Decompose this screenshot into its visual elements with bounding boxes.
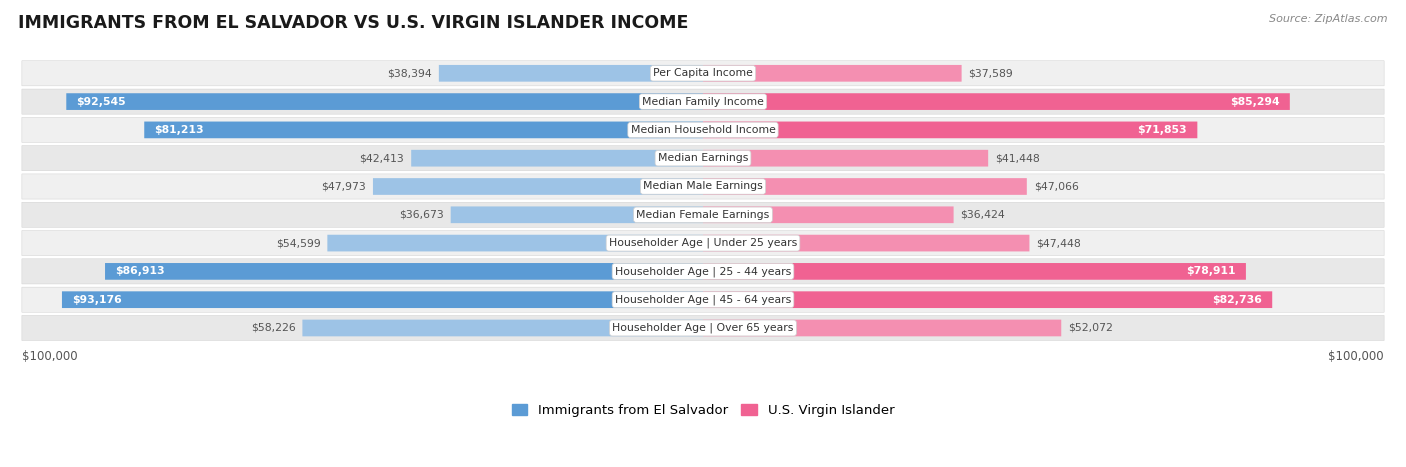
Legend: Immigrants from El Salvador, U.S. Virgin Islander: Immigrants from El Salvador, U.S. Virgin… (506, 398, 900, 422)
FancyBboxPatch shape (22, 61, 1384, 86)
Text: Householder Age | Under 25 years: Householder Age | Under 25 years (609, 238, 797, 248)
FancyBboxPatch shape (703, 65, 962, 82)
Text: Median Household Income: Median Household Income (630, 125, 776, 135)
Text: Median Female Earnings: Median Female Earnings (637, 210, 769, 220)
Text: Median Family Income: Median Family Income (643, 97, 763, 106)
Text: $78,911: $78,911 (1187, 266, 1236, 276)
FancyBboxPatch shape (703, 263, 1246, 280)
Text: $38,394: $38,394 (387, 68, 432, 78)
Text: $81,213: $81,213 (155, 125, 204, 135)
FancyBboxPatch shape (703, 319, 1062, 336)
FancyBboxPatch shape (22, 231, 1384, 255)
Text: $86,913: $86,913 (115, 266, 165, 276)
FancyBboxPatch shape (105, 263, 703, 280)
FancyBboxPatch shape (66, 93, 703, 110)
Text: $100,000: $100,000 (1329, 350, 1384, 363)
Text: $93,176: $93,176 (72, 295, 122, 304)
FancyBboxPatch shape (22, 202, 1384, 227)
FancyBboxPatch shape (22, 287, 1384, 312)
Text: $100,000: $100,000 (22, 350, 77, 363)
Text: Median Male Earnings: Median Male Earnings (643, 182, 763, 191)
FancyBboxPatch shape (22, 315, 1384, 340)
Text: Per Capita Income: Per Capita Income (652, 68, 754, 78)
FancyBboxPatch shape (22, 89, 1384, 114)
Text: $47,448: $47,448 (1036, 238, 1081, 248)
FancyBboxPatch shape (22, 259, 1384, 284)
FancyBboxPatch shape (451, 206, 703, 223)
Text: Source: ZipAtlas.com: Source: ZipAtlas.com (1270, 14, 1388, 24)
FancyBboxPatch shape (703, 150, 988, 167)
Text: Median Earnings: Median Earnings (658, 153, 748, 163)
Text: $36,673: $36,673 (399, 210, 444, 220)
FancyBboxPatch shape (703, 178, 1026, 195)
FancyBboxPatch shape (411, 150, 703, 167)
Text: $85,294: $85,294 (1230, 97, 1279, 106)
Text: $58,226: $58,226 (250, 323, 295, 333)
Text: $92,545: $92,545 (76, 97, 127, 106)
Text: IMMIGRANTS FROM EL SALVADOR VS U.S. VIRGIN ISLANDER INCOME: IMMIGRANTS FROM EL SALVADOR VS U.S. VIRG… (18, 14, 689, 32)
FancyBboxPatch shape (703, 206, 953, 223)
FancyBboxPatch shape (145, 121, 703, 138)
Text: Householder Age | 45 - 64 years: Householder Age | 45 - 64 years (614, 294, 792, 305)
Text: $52,072: $52,072 (1069, 323, 1114, 333)
FancyBboxPatch shape (328, 235, 703, 251)
Text: $71,853: $71,853 (1137, 125, 1187, 135)
Text: $47,973: $47,973 (322, 182, 366, 191)
Text: $82,736: $82,736 (1212, 295, 1263, 304)
FancyBboxPatch shape (373, 178, 703, 195)
FancyBboxPatch shape (439, 65, 703, 82)
FancyBboxPatch shape (22, 117, 1384, 142)
FancyBboxPatch shape (703, 121, 1198, 138)
FancyBboxPatch shape (22, 146, 1384, 171)
Text: $42,413: $42,413 (360, 153, 405, 163)
FancyBboxPatch shape (62, 291, 703, 308)
Text: $36,424: $36,424 (960, 210, 1005, 220)
Text: Householder Age | 25 - 44 years: Householder Age | 25 - 44 years (614, 266, 792, 276)
Text: $54,599: $54,599 (276, 238, 321, 248)
FancyBboxPatch shape (302, 319, 703, 336)
Text: $41,448: $41,448 (995, 153, 1040, 163)
Text: Householder Age | Over 65 years: Householder Age | Over 65 years (612, 323, 794, 333)
FancyBboxPatch shape (703, 291, 1272, 308)
Text: $47,066: $47,066 (1033, 182, 1078, 191)
FancyBboxPatch shape (703, 235, 1029, 251)
FancyBboxPatch shape (703, 93, 1289, 110)
Text: $37,589: $37,589 (969, 68, 1014, 78)
FancyBboxPatch shape (22, 174, 1384, 199)
